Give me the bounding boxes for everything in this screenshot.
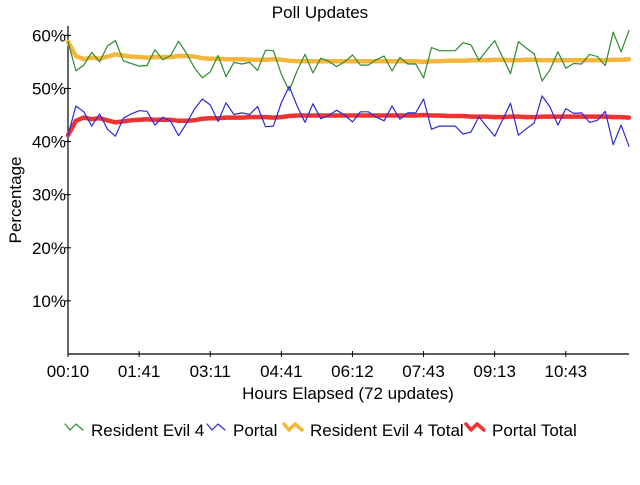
y-tick-label: 10% (32, 292, 66, 311)
x-axis-label: Hours Elapsed (72 updates) (242, 384, 454, 403)
x-tick-label: 03:11 (190, 362, 231, 381)
y-tick-label: 20% (32, 239, 66, 258)
y-axis-label: Percentage (6, 157, 25, 244)
x-tick-label: 10:43 (545, 362, 588, 381)
axes: 10% 20% 30% 40% 50% 60% 00:10 01:41 03:11 04:41 06… (32, 26, 629, 381)
legend-swatch (64, 423, 84, 431)
legend-label: Portal Total (492, 421, 577, 440)
x-tick-label: 04:41 (260, 362, 303, 381)
x-tick-label: 06:12 (331, 362, 374, 381)
series-layer (65, 29, 632, 147)
y-tick-label: 60% (32, 26, 66, 45)
legend-label: Resident Evil 4 Total (310, 421, 464, 440)
legend-label: Portal (233, 421, 277, 440)
series-line (67, 85, 630, 147)
series-line (67, 29, 630, 92)
legend-label: Resident Evil 4 (91, 421, 204, 440)
y-tick-label: 30% (32, 186, 66, 205)
chart-title: Poll Updates (272, 3, 368, 22)
x-tick-label: 09:13 (473, 362, 516, 381)
legend-swatch (282, 422, 304, 432)
legend-swatch (206, 423, 226, 431)
legend-swatch (464, 422, 486, 432)
x-tick-label: 01:41 (118, 362, 161, 381)
y-tick-label: 50% (32, 79, 66, 98)
legend: Resident Evil 4 Portal Resident Evil 4 Tot… (64, 421, 577, 440)
x-tick-label: 07:43 (402, 362, 445, 381)
y-tick-label: 40% (32, 133, 66, 152)
x-tick-label: 00:10 (47, 362, 90, 381)
